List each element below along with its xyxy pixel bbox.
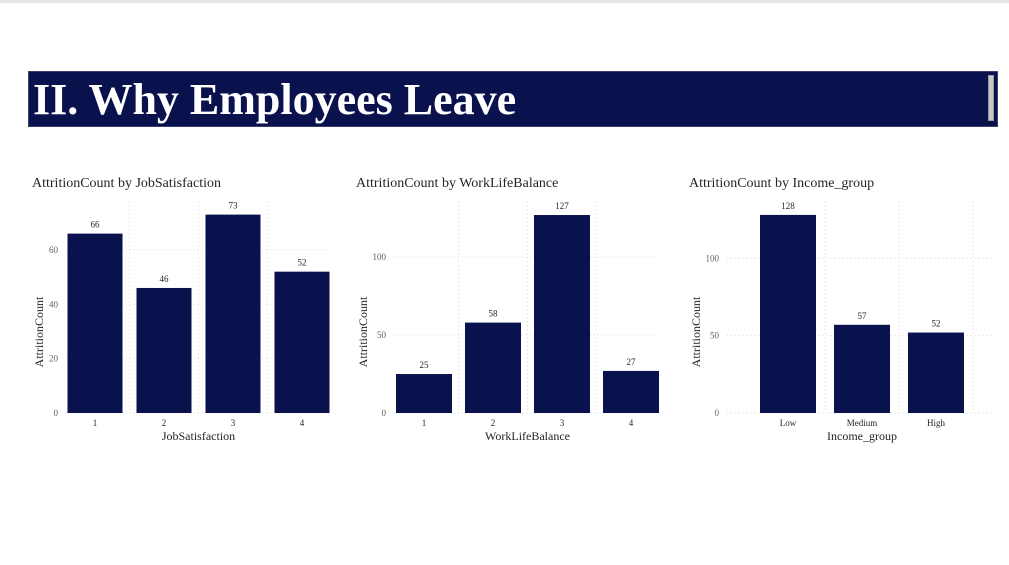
- chart-jobsatisfaction[interactable]: AttritionCount by JobSatisfaction 0 20 40 6…: [32, 176, 337, 451]
- x-tick-label: 4: [300, 418, 305, 428]
- x-axis-title: WorkLifeBalance: [485, 429, 570, 443]
- x-tick-label: 2: [491, 418, 496, 428]
- section-banner: II. Why Employees Leave: [28, 71, 998, 127]
- data-label: 25: [420, 360, 430, 370]
- y-axis-title: AttritionCount: [32, 296, 46, 367]
- data-label: 52: [932, 319, 941, 329]
- chart-income-group[interactable]: AttritionCount by Income_group 0 50 100 128…: [689, 176, 999, 451]
- bar: [67, 233, 123, 413]
- data-label: 27: [627, 357, 637, 367]
- data-label: 57: [858, 311, 868, 321]
- x-tick-label: 2: [162, 418, 167, 428]
- data-label: 73: [229, 201, 239, 211]
- chart-title: AttritionCount by JobSatisfaction: [32, 176, 221, 191]
- bar: [465, 322, 521, 413]
- y-axis-title: AttritionCount: [689, 296, 703, 367]
- y-tick-label: 50: [710, 331, 720, 341]
- chart-jobsatisfaction-plot: 0 20 40 60 66 1 46 2 73 3 52 4 JobSatisfaction Attrit…: [32, 201, 337, 443]
- x-axis-title: Income_group: [827, 429, 897, 443]
- x-tick-label: Medium: [847, 418, 878, 428]
- page-title: II. Why Employees Leave: [33, 75, 517, 124]
- data-label: 52: [298, 258, 307, 268]
- data-label: 46: [160, 274, 170, 284]
- y-tick-label: 60: [49, 245, 59, 255]
- x-tick-label: 3: [560, 418, 565, 428]
- chart-income-group-plot: 0 50 100 128 Low 57 Medium 52 High Income_group At…: [689, 201, 992, 443]
- bar: [534, 215, 590, 413]
- y-tick-label: 40: [49, 299, 59, 309]
- bar: [274, 271, 330, 413]
- bar: [760, 214, 816, 413]
- y-tick-label: 0: [382, 408, 387, 418]
- y-tick-label: 100: [373, 252, 387, 262]
- data-label: 127: [555, 201, 569, 211]
- chart-worklifebalance-plot: 0 50 100 25 1 58 2 127 3 27 4 WorkLifeBalance Attrit…: [356, 201, 666, 443]
- x-tick-label: High: [927, 418, 946, 428]
- banner-scrollbar[interactable]: [988, 75, 994, 121]
- data-label: 58: [489, 309, 499, 319]
- bar: [908, 332, 964, 413]
- x-tick-label: 1: [422, 418, 427, 428]
- chart-title: AttritionCount by WorkLifeBalance: [356, 176, 559, 191]
- y-tick-label: 20: [49, 354, 59, 364]
- x-tick-label: 1: [93, 418, 98, 428]
- bar: [603, 370, 659, 413]
- x-tick-label: Low: [780, 418, 797, 428]
- bar: [396, 374, 452, 413]
- x-axis-title: JobSatisfaction: [162, 429, 235, 443]
- chart-worklifebalance[interactable]: AttritionCount by WorkLifeBalance 0 50 100…: [356, 176, 666, 451]
- bar: [834, 324, 890, 413]
- bar: [136, 287, 192, 413]
- y-tick-label: 100: [706, 253, 720, 263]
- y-tick-label: 50: [377, 330, 387, 340]
- top-border: [0, 0, 1009, 3]
- bar: [205, 214, 261, 413]
- y-tick-label: 0: [715, 408, 720, 418]
- y-tick-label: 0: [54, 408, 59, 418]
- x-tick-label: 3: [231, 418, 236, 428]
- data-label: 66: [91, 220, 101, 230]
- y-axis-title: AttritionCount: [356, 296, 370, 367]
- data-label: 128: [781, 201, 795, 211]
- chart-title: AttritionCount by Income_group: [689, 176, 875, 191]
- x-tick-label: 4: [629, 418, 634, 428]
